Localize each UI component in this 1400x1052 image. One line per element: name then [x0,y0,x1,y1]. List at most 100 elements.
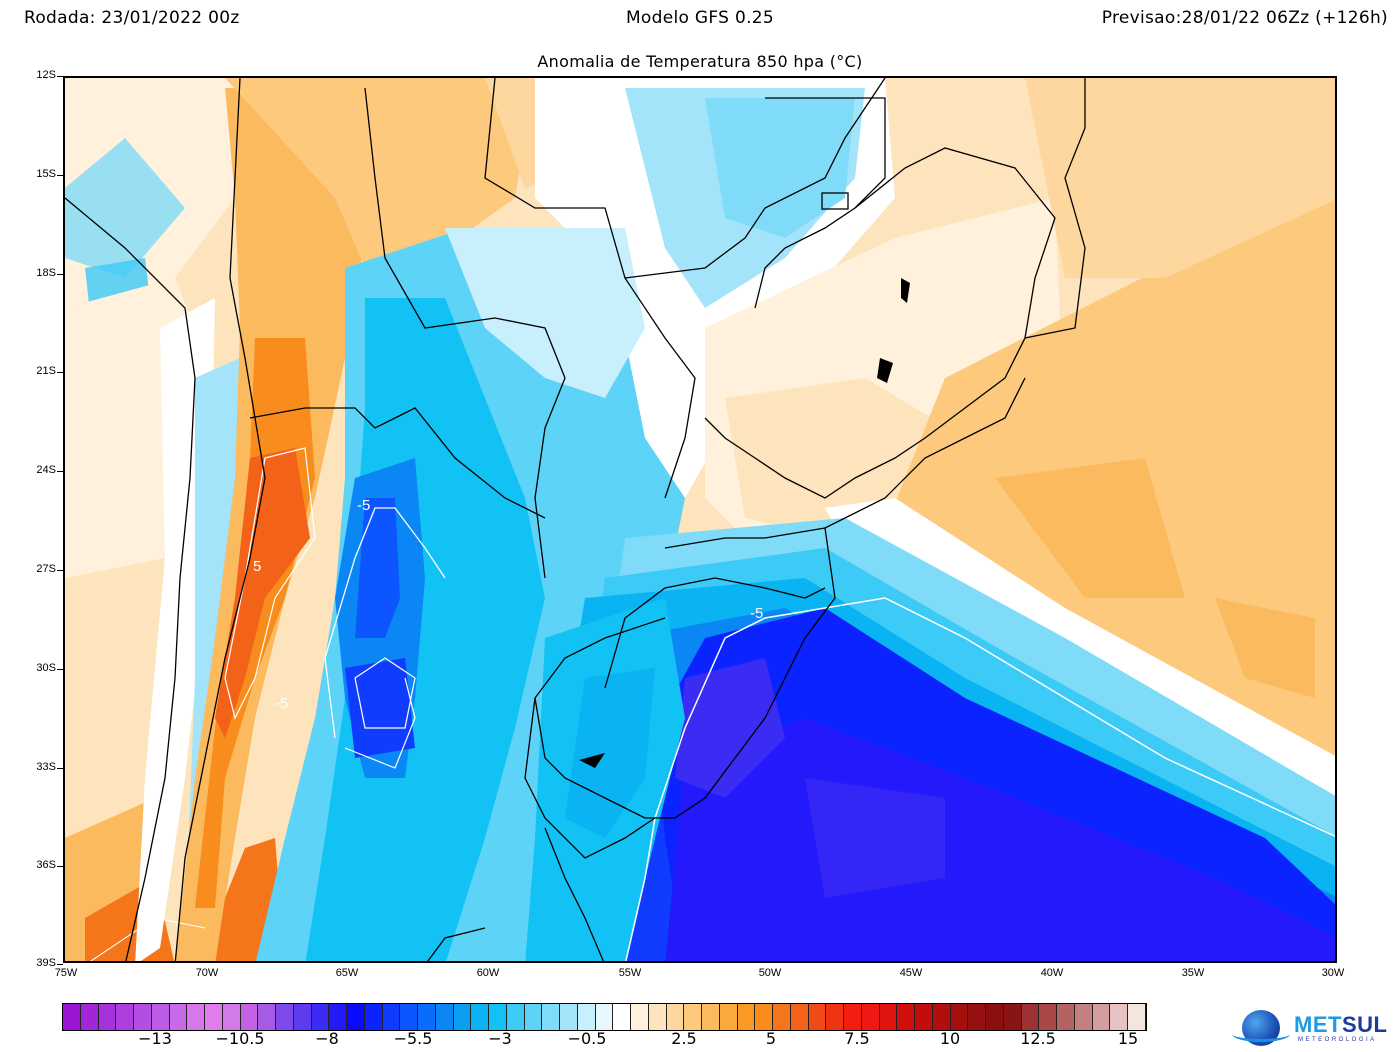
colorbar-swatch [897,1004,915,1030]
lon-label: 65W [335,967,359,979]
colorbar-swatch [915,1004,933,1030]
colorbar-label: −13 [138,1029,172,1048]
contour-label: 5 [253,558,261,575]
colorbar-swatch [80,1004,99,1030]
lat-label: 36S [0,859,63,871]
colorbar-label: 2.5 [671,1029,697,1048]
colorbar-label: 10 [939,1029,961,1048]
colorbar-swatch [311,1004,330,1030]
colorbar-label: −3 [488,1029,512,1048]
colorbar-swatch [524,1004,543,1030]
colorbar-swatch [1039,1004,1057,1030]
map-title: Anomalia de Temperatura 850 hpa (°C) [537,52,863,71]
colorbar-swatch [116,1004,134,1030]
colorbar-swatch [134,1004,152,1030]
colorbar-swatch [879,1004,898,1030]
colorbar-swatch [258,1004,276,1030]
lon-label: 75W [54,967,78,979]
contour-label: -5 [750,605,763,622]
colorbar-label: −5.5 [393,1029,433,1048]
colorbar-label: 7.5 [844,1029,870,1048]
colorbar-swatch [577,1004,596,1030]
colorbar-swatch [755,1004,773,1030]
colorbar-swatch [453,1004,472,1030]
colorbar-swatch [489,1004,507,1030]
colorbar-swatch [347,1004,365,1030]
logo-brand: METSUL [1294,1012,1388,1037]
lat-label: 18S [0,267,63,279]
political-borders [65,78,1086,961]
colorbar-swatch [435,1004,454,1030]
colorbar-label: 5 [765,1029,777,1048]
colorbar-swatch [293,1004,312,1030]
contour-label: -5 [275,695,288,712]
metsul-logo: METSUL METEOROLOGIA [1232,1008,1397,1048]
orbit-ring-icon [1232,1026,1290,1042]
model-label: Modelo GFS 0.25 [625,8,775,28]
colorbar-label: 15 [1117,1029,1139,1048]
colorbar-swatch [205,1004,223,1030]
lat-label: 15S [0,168,63,180]
colorbar-label: 12.5 [1020,1029,1056,1048]
colorbar-label: −0.5 [567,1029,607,1048]
contour-label: -5 [357,497,370,514]
colorbar-swatch [648,1004,667,1030]
colorbar-swatch [382,1004,401,1030]
colorbar-label: −8 [315,1029,339,1048]
colorbar-swatch [719,1004,738,1030]
lon-label: 40W [1040,967,1064,979]
colorbar-swatch [861,1004,880,1030]
colorbar-swatch [684,1004,702,1030]
lon-label: 60W [476,967,500,979]
colorbar-swatch [329,1004,347,1030]
colorbar-swatch [1003,1004,1022,1030]
colorbar-swatch [542,1004,560,1030]
colorbar-swatch [187,1004,205,1030]
colorbar-swatch [169,1004,188,1030]
lat-label: 21S [0,365,63,377]
colorbar-swatch [276,1004,294,1030]
colorbar-swatch [613,1004,631,1030]
lakes [579,278,910,768]
colorbar [62,1003,1147,1031]
colorbar-swatch [1057,1004,1075,1030]
lon-label: 55W [618,967,642,979]
colorbar-swatch [1021,1004,1040,1030]
colorbar-swatch [702,1004,720,1030]
colorbar-swatch [222,1004,241,1030]
colorbar-swatch [560,1004,578,1030]
lat-label: 33S [0,761,63,773]
colorbar-swatch [932,1004,951,1030]
colorbar-swatch [418,1004,436,1030]
colorbar-swatch [400,1004,418,1030]
lon-label: 70W [195,967,219,979]
colorbar-swatch [986,1004,1004,1030]
colorbar-swatch [631,1004,649,1030]
temperature-anomaly-map: -5 -5 -5 5 [63,76,1337,963]
colorbar-swatch [950,1004,969,1030]
colorbar-swatch [968,1004,986,1030]
logo-subtitle: METEOROLOGIA [1298,1037,1377,1043]
lon-label: 30W [1321,967,1345,979]
colorbar-label: −10.5 [215,1029,265,1048]
colorbar-swatch [98,1004,117,1030]
anomaly-field: -5 -5 -5 5 [65,78,1335,961]
colorbar-swatch [151,1004,170,1030]
lon-label: 50W [758,967,782,979]
colorbar-swatch [666,1004,685,1030]
colorbar-swatch [506,1004,525,1030]
lat-label: 27S [0,563,63,575]
colorbar-swatch [471,1004,489,1030]
colorbar-swatch [737,1004,756,1030]
lat-label: 24S [0,464,63,476]
lon-label: 45W [899,967,923,979]
colorbar-swatch [63,1004,81,1030]
lat-label: 39S [0,957,63,969]
run-label: Rodada: 23/01/2022 00z [24,8,240,28]
colorbar-swatch [364,1004,383,1030]
lat-label: 12S [0,69,63,81]
colorbar-swatch [1074,1004,1093,1030]
colorbar-swatch [1128,1004,1146,1030]
lon-label: 35W [1181,967,1205,979]
colorbar-swatch [595,1004,614,1030]
